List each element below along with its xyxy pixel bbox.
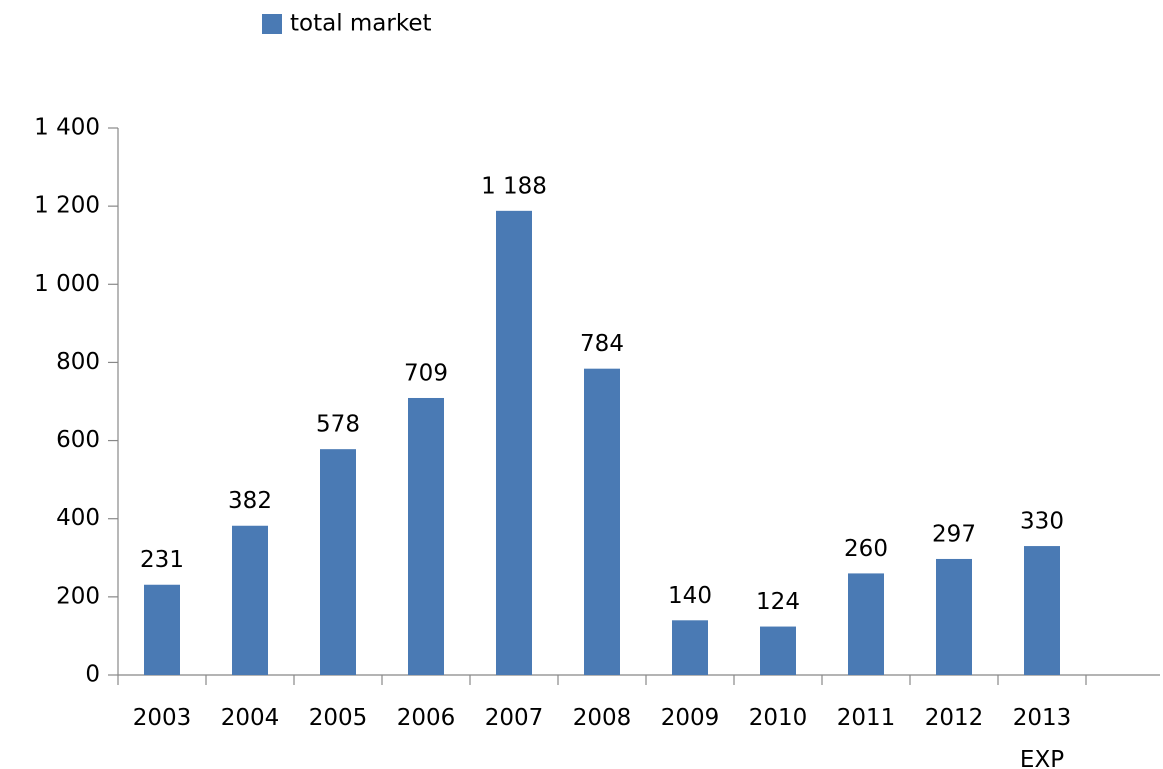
y-tick-label: 200 [56, 583, 100, 609]
y-tick-label: 0 [85, 662, 100, 688]
bar [672, 620, 708, 675]
bar [760, 626, 796, 675]
x-tick-label: 2003 [133, 705, 192, 731]
bar [1024, 546, 1060, 675]
value-label: 231 [140, 547, 184, 573]
bar [144, 584, 180, 675]
x-tick-label: 2012 [925, 705, 984, 731]
value-label: 382 [228, 488, 272, 514]
x-tick-label: 2006 [397, 705, 456, 731]
value-label: 297 [932, 521, 976, 547]
x-tick-label: 2005 [309, 705, 368, 731]
x-tick-label: 2007 [485, 705, 544, 731]
bar [232, 525, 268, 675]
bar [408, 397, 444, 675]
value-label: 578 [316, 412, 360, 438]
bar [848, 573, 884, 675]
y-tick-label: 1 200 [34, 193, 100, 219]
x-tick-label: 2009 [661, 705, 720, 731]
x-tick-label: 2013 EXP [1013, 705, 1072, 769]
x-tick-label: 2011 [837, 705, 896, 731]
bar [936, 558, 972, 675]
y-tick-label: 800 [56, 349, 100, 375]
x-tick-label: 2004 [221, 705, 280, 731]
y-tick-label: 600 [56, 427, 100, 453]
y-tick-label: 1 000 [34, 271, 100, 297]
legend-swatch [262, 14, 282, 34]
value-label: 330 [1020, 509, 1064, 535]
value-label: 140 [668, 583, 712, 609]
value-label: 784 [580, 331, 624, 357]
x-tick-label: 2008 [573, 705, 632, 731]
bar [320, 449, 356, 675]
bar [584, 368, 620, 675]
y-tick-label: 1 400 [34, 115, 100, 141]
value-label: 709 [404, 360, 448, 386]
legend-label: total market [290, 11, 432, 37]
x-tick-label: 2010 [749, 705, 808, 731]
value-label: 260 [844, 536, 888, 562]
value-label: 1 188 [481, 173, 547, 199]
y-tick-label: 400 [56, 505, 100, 531]
bar [496, 210, 532, 675]
value-label: 124 [756, 589, 800, 615]
